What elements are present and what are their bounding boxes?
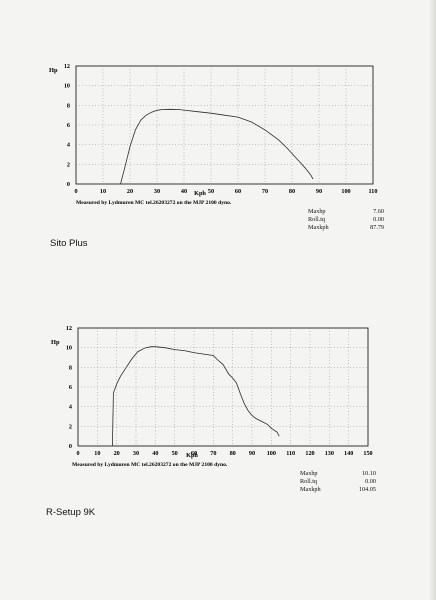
- x-tick-label: 10: [100, 188, 106, 195]
- x-tick-label: 30: [154, 188, 160, 195]
- x-tick-label: 80: [289, 188, 295, 195]
- dyno-chart-r-setup-9k: 0 10 20 30 40 50 60 70 80 90 100 110 120 130 140 150 0 2 4…: [51, 325, 373, 468]
- x-tick-label: 10: [94, 450, 100, 457]
- spec-row-maxhp: Maxhp 7.60: [308, 208, 384, 215]
- y-tick-label: 0: [69, 443, 72, 450]
- spec-table-sito-plus: Maxhp 7.60 Roll.tq 0.00 Maxkph 87.79: [308, 208, 384, 232]
- plot-frame: [75, 65, 374, 185]
- x-tick-label: 70: [210, 450, 216, 457]
- spec-row-rolltq: Roll.tq 0.00: [308, 216, 384, 223]
- x-tick-label: 60: [191, 450, 197, 457]
- y-tick-label: 0: [67, 181, 70, 188]
- y-tick-label: 8: [69, 364, 72, 371]
- y-tick-label: 6: [67, 122, 70, 129]
- x-tick-label: 140: [344, 450, 353, 457]
- y-tick-label: 8: [67, 102, 70, 109]
- x-tick-label: 130: [325, 450, 334, 457]
- y-axis-title: Hp: [51, 339, 60, 346]
- x-tick-label: 100: [267, 450, 276, 457]
- spec-row-rolltq: Roll.tq 0.00: [300, 478, 376, 485]
- x-tick-label: 0: [74, 188, 77, 195]
- spec-row-maxkph: Maxkph 87.79: [308, 224, 384, 231]
- y-tick-label: 12: [64, 63, 70, 70]
- x-tick-label: 50: [208, 188, 214, 195]
- dyno-chart-sito-plus: 0 10 20 30 40 50 60 70 80 90 100 110 0 2 4 6 8 10 12 Hp Kph M…: [49, 63, 378, 206]
- y-tick-label: 4: [67, 142, 70, 149]
- x-tick-label: 40: [152, 450, 158, 457]
- x-tick-label: 120: [305, 450, 314, 457]
- y-tick-label: 6: [69, 384, 72, 391]
- caption-r-setup-9k: R-Setup 9K: [46, 507, 96, 518]
- power-curve-line: [112, 346, 280, 447]
- y-tick-label: 2: [69, 423, 72, 430]
- x-tick-label: 60: [235, 188, 241, 195]
- x-tick-label: 30: [133, 450, 139, 457]
- x-tick-label: 150: [363, 450, 372, 457]
- x-tick-label: 110: [369, 188, 378, 195]
- x-tick-label: 90: [316, 188, 322, 195]
- y-tick-label: 10: [66, 345, 72, 352]
- y-axis-title: Hp: [49, 67, 58, 74]
- scan-shadow-edge: [429, 0, 436, 600]
- spec-row-maxkph: Maxkph 104.05: [300, 486, 376, 493]
- x-tick-label: 100: [341, 188, 350, 195]
- measured-note: Measured by Lydmuren MC tel.26203272 on …: [72, 462, 228, 468]
- y-tick-label: 4: [69, 404, 72, 411]
- x-tick-label: 70: [262, 188, 268, 195]
- x-axis-title: Kph: [194, 190, 206, 197]
- x-tick-label: 110: [286, 450, 295, 457]
- x-tick-label: 50: [172, 450, 178, 457]
- x-tick-label: 40: [181, 188, 187, 195]
- x-tick-label: 20: [127, 188, 133, 195]
- spec-table-r-setup-9k: Maxhp 10.10 Roll.tq 0.00 Maxkph 104.05: [300, 470, 376, 494]
- x-tick-label: 20: [114, 450, 120, 457]
- y-tick-label: 12: [66, 325, 72, 332]
- x-tick-label: 80: [230, 450, 236, 457]
- y-tick-label: 10: [64, 83, 70, 90]
- y-tick-label: 2: [67, 161, 70, 168]
- x-tick-label: 0: [76, 450, 79, 457]
- spec-row-maxhp: Maxhp 10.10: [300, 470, 376, 477]
- caption-sito-plus: Sito Plus: [50, 238, 88, 249]
- power-curve-line: [120, 108, 314, 185]
- x-axis-title: Kph: [186, 452, 198, 459]
- x-tick-label: 90: [249, 450, 255, 457]
- measured-note: Measured by Lydmuren MC tel.26203272 on …: [76, 200, 232, 206]
